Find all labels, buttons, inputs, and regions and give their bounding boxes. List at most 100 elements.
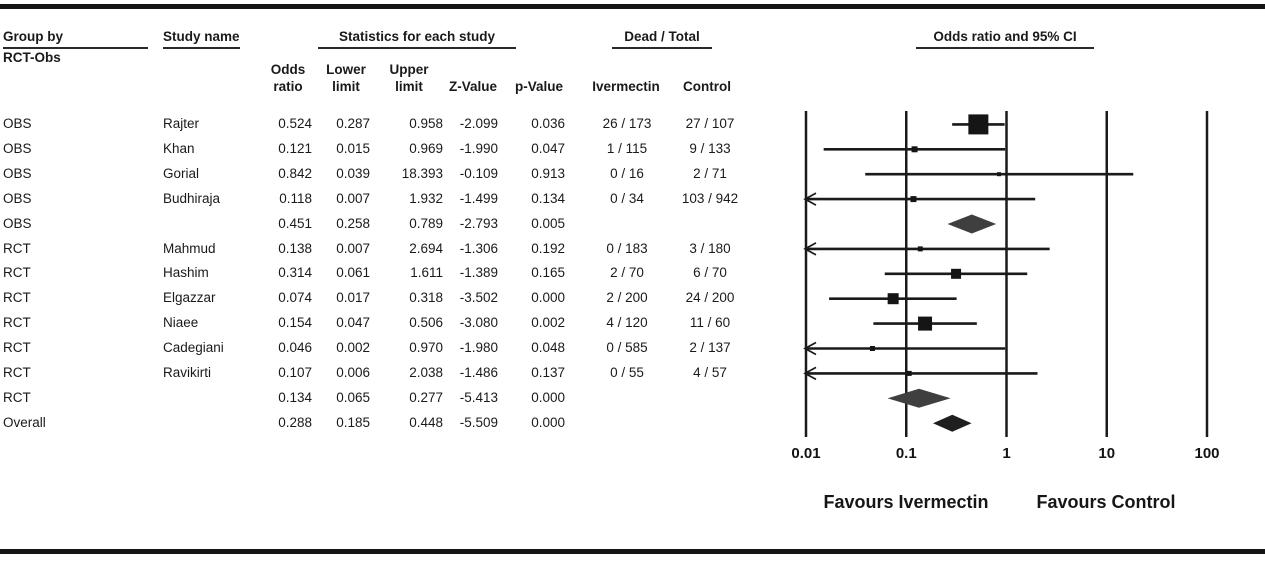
group-label: OBS [3, 140, 32, 156]
table-row: OBS Khan 0.121 0.015 0.969 -1.990 0.047 1 / 115… [0, 136, 780, 161]
study-name: Khan [163, 140, 195, 156]
p-value: 0.000 [531, 290, 565, 306]
control-count: 3 / 180 [689, 240, 731, 256]
ivermectin-count: 1 / 115 [606, 140, 648, 156]
study-name: Budhiraja [163, 190, 221, 206]
lower-header-line2: limit [332, 79, 360, 94]
z-value: -1.306 [459, 240, 498, 256]
control-count: 11 / 60 [689, 315, 731, 331]
table-row: OBS Budhiraja 0.118 0.007 1.932 -1.499 0.134 0 … [0, 186, 780, 211]
ivermectin-header: Ivermectin [592, 79, 660, 94]
lower-limit-value: 0.258 [336, 215, 370, 231]
study-name-header: Study name [163, 29, 240, 49]
z-value: -2.793 [459, 215, 498, 231]
p-value: 0.048 [531, 340, 565, 356]
odds-ratio-value: 0.314 [278, 265, 312, 281]
study-name: Ravikirti [163, 365, 212, 380]
group-label: RCT [3, 389, 31, 405]
table-row: RCT Hashim 0.314 0.061 1.611 -1.389 0.165 2 / 7… [0, 260, 780, 285]
lower-limit-value: 0.007 [336, 240, 370, 256]
z-value: -5.509 [459, 414, 498, 430]
upper-limit-value: 2.694 [409, 240, 443, 256]
p-value: 0.000 [531, 414, 565, 430]
axis-tick-label: 1 [1002, 445, 1010, 462]
p-value-header: p-Value [514, 79, 563, 94]
ivermectin-count: 2 / 70 [610, 265, 644, 281]
odds-ratio-ci-header: Odds ratio and 95% CI [916, 29, 1094, 49]
lower-limit-value: 0.047 [336, 315, 370, 331]
clip-arrow-icon [803, 242, 817, 256]
or-marker [917, 246, 923, 252]
control-count: 2 / 71 [693, 165, 727, 181]
odds-header-line2: ratio [273, 79, 303, 94]
or-marker [910, 196, 917, 203]
summary-diamond [947, 214, 997, 234]
ivermectin-count: 0 / 16 [610, 165, 644, 181]
bottom-rule [0, 549, 1265, 554]
odds-ratio-value: 0.154 [278, 315, 312, 331]
clip-arrow-icon [803, 366, 817, 381]
odds-ratio-value: 0.134 [278, 389, 312, 405]
upper-limit-value: 2.038 [409, 365, 443, 380]
table-row: RCT 0.134 0.065 0.277 -5.413 0.000 [0, 385, 780, 410]
group-label: RCT [3, 365, 31, 380]
group-label: RCT [3, 290, 31, 306]
group-label: Overall [3, 414, 46, 430]
group-label: RCT [3, 340, 31, 356]
control-count: 9 / 133 [689, 140, 731, 156]
study-name: Niaee [163, 315, 199, 331]
odds-ratio-value: 0.288 [278, 414, 312, 430]
z-value: -0.109 [459, 165, 498, 181]
z-value: -1.499 [459, 190, 498, 206]
upper-limit-value: 1.932 [409, 190, 443, 206]
ivermectin-count: 0 / 34 [610, 190, 644, 206]
upper-limit-value: 18.393 [401, 165, 443, 181]
table-row: RCT Elgazzar 0.074 0.017 0.318 -3.502 0.000 2 /… [0, 285, 780, 310]
upper-limit-value: 0.277 [409, 389, 443, 405]
table-row: RCT Mahmud 0.138 0.007 2.694 -1.306 0.192 0 / 1… [0, 236, 780, 261]
p-value: 0.165 [531, 265, 565, 281]
odds-ratio-value: 0.842 [278, 165, 312, 181]
lower-limit-value: 0.061 [336, 265, 370, 281]
group-label: OBS [3, 215, 32, 231]
lower-limit-value: 0.185 [336, 414, 370, 430]
lower-limit-value: 0.287 [336, 116, 370, 131]
group-label: OBS [3, 190, 32, 206]
z-value: -1.990 [459, 140, 498, 156]
study-name: Gorial [163, 165, 200, 181]
study-name: Mahmud [163, 240, 216, 256]
table-row: RCT Niaee 0.154 0.047 0.506 -3.080 0.002 4 / 12… [0, 310, 780, 335]
favours-ivermectin-label: Favours Ivermectin [823, 492, 989, 512]
z-value: -5.413 [459, 389, 498, 405]
study-name: Rajter [163, 116, 200, 131]
odds-ratio-value: 0.524 [278, 116, 312, 131]
table-row: Overall 0.288 0.185 0.448 -5.509 0.000 [0, 410, 780, 435]
statistics-header: Statistics for each study [318, 29, 516, 49]
control-count: 103 / 942 [681, 190, 739, 206]
or-marker [906, 370, 912, 376]
lower-limit-value: 0.039 [336, 165, 370, 181]
odds-ratio-value: 0.107 [278, 365, 312, 380]
group-by-header: Group by [3, 29, 148, 49]
table-row: OBS Rajter 0.524 0.287 0.958 -2.099 0.036 26 / … [0, 111, 780, 136]
axis-tick-label: 0.01 [791, 445, 820, 462]
lower-limit-value: 0.015 [336, 140, 370, 156]
control-count: 4 / 57 [693, 365, 727, 380]
table-row: RCT Cadegiani 0.046 0.002 0.970 -1.980 0.048 0 … [0, 335, 780, 360]
upper-limit-value: 0.969 [409, 140, 443, 156]
table-row: RCT Ravikirti 0.107 0.006 2.038 -1.486 0.137 0 … [0, 360, 780, 385]
group-label: RCT [3, 265, 31, 281]
control-count: 6 / 70 [693, 265, 727, 281]
upper-limit-value: 0.970 [409, 340, 443, 356]
upper-header-line2: limit [395, 79, 423, 94]
upper-limit-value: 0.448 [409, 414, 443, 430]
upper-limit-value: 1.611 [410, 265, 443, 281]
p-value: 0.002 [531, 315, 565, 331]
or-marker [997, 172, 1002, 177]
axis-tick-label: 0.1 [896, 445, 917, 462]
control-header: Control [683, 79, 731, 94]
or-marker [951, 268, 962, 279]
p-value: 0.000 [531, 389, 565, 405]
